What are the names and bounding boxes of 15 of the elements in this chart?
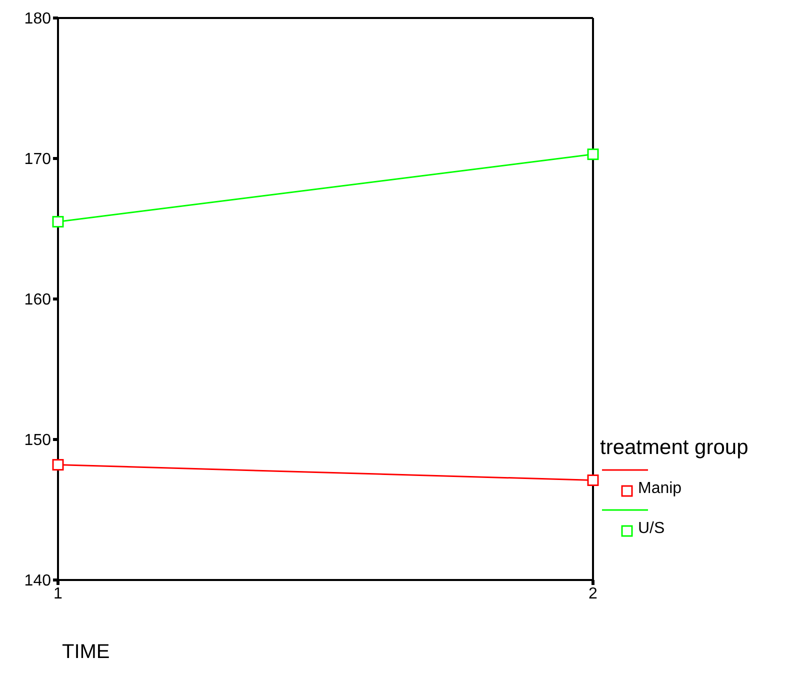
y-tick-label: 180 <box>24 10 52 28</box>
y-tick-label: 140 <box>24 572 52 590</box>
legend-title: treatment group <box>600 436 748 460</box>
y-tick-label: 160 <box>24 292 52 309</box>
x-tick-label: 2 <box>588 585 598 602</box>
y-tick-label: 150 <box>24 432 52 450</box>
x-tick-label: 1 <box>54 585 63 602</box>
point <box>587 148 599 160</box>
point <box>52 459 64 471</box>
y-tick-label: 170 <box>24 151 52 168</box>
legend-label: U/S <box>638 520 666 539</box>
x-axis-title: TIME <box>62 641 110 663</box>
point <box>587 474 599 486</box>
legend-label: Manip <box>638 480 683 499</box>
point <box>52 216 64 228</box>
